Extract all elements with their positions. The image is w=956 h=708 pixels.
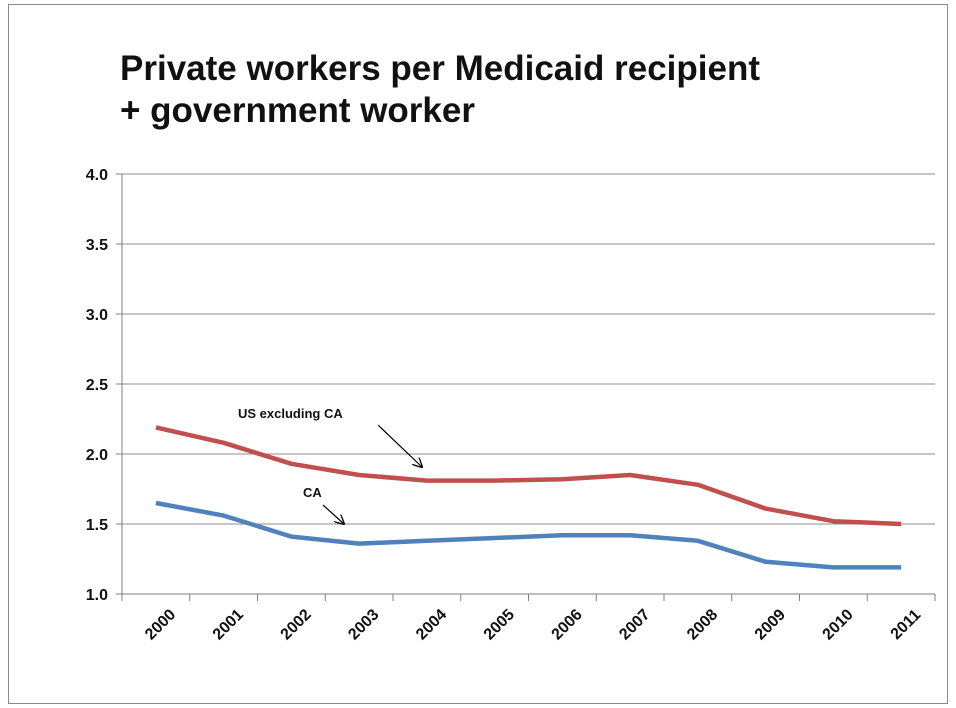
chart-frame [8,4,948,704]
gridlines [122,173,935,525]
y-tick-label: 2.5 [86,377,108,394]
chart-title: Private workers per Medicaid recipient +… [120,48,920,132]
y-tick-label: 3.5 [86,237,108,254]
annotation-us-excluding-ca: US excluding CA [238,406,343,421]
y-tick-label: 1.0 [86,587,108,604]
y-tick-label: 1.5 [86,517,108,534]
y-tick-label: 4.0 [86,167,108,184]
chart-title-line-2: + government worker [120,91,475,130]
x-tick-label: 2002 [278,606,315,643]
x-tick-label: 2004 [413,606,450,643]
series-line-us-excluding-ca [155,425,902,527]
y-axis-ticks: 1.0 1.5 2.0 2.5 3.0 3.5 4.0 [86,167,122,604]
x-tick-label: 2007 [616,606,653,643]
annotation-ca: CA [303,485,322,500]
x-tick-label: 2000 [142,606,179,643]
series-line-ca [155,500,902,570]
annotation-arrow-us-excluding-ca [377,424,422,467]
x-tick-label: 2006 [549,606,586,643]
x-axis-ticks: 2000 2001 2002 2003 2004 2005 2006 2007 2008 2009… [121,594,936,643]
x-tick-label: 2001 [210,606,247,643]
x-tick-label: 2008 [684,606,721,643]
y-tick-label: 2.0 [86,447,108,464]
chart-title-line-1: Private workers per Medicaid recipient [120,49,760,88]
x-tick-label: 2003 [345,606,382,643]
series-lines [155,425,902,570]
annotation-arrow-ca [322,504,344,524]
y-tick-label: 3.0 [86,307,108,324]
x-tick-label: 2011 [888,606,925,643]
x-tick-label: 2005 [481,606,518,643]
x-tick-label: 2009 [752,606,789,643]
x-tick-label: 2010 [820,606,857,643]
annotations: US excluding CA CA [238,406,422,524]
